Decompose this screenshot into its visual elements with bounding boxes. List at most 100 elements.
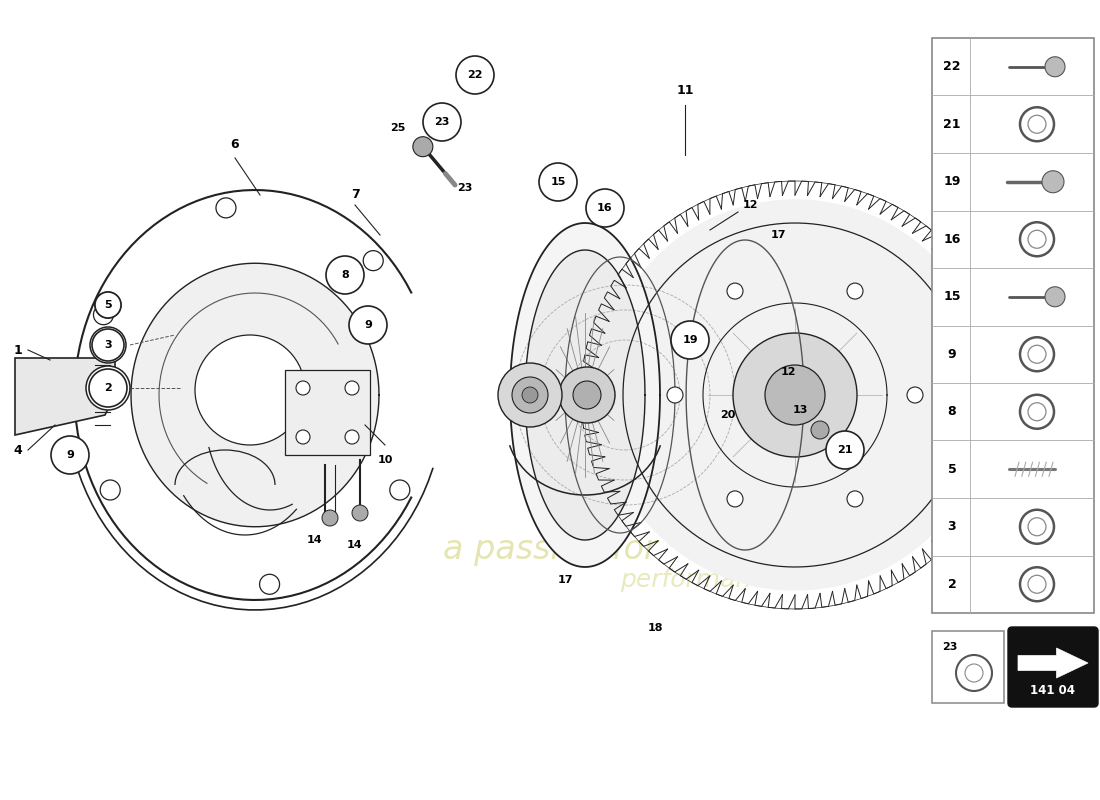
Polygon shape xyxy=(600,200,990,590)
Text: 23: 23 xyxy=(458,183,473,193)
Circle shape xyxy=(95,292,121,318)
Circle shape xyxy=(345,381,359,395)
Text: 25: 25 xyxy=(390,123,406,133)
Circle shape xyxy=(424,103,461,141)
Polygon shape xyxy=(525,250,645,540)
Circle shape xyxy=(296,430,310,444)
Text: 21: 21 xyxy=(837,445,852,455)
Text: 17: 17 xyxy=(558,575,573,585)
Text: 21: 21 xyxy=(944,118,960,130)
FancyBboxPatch shape xyxy=(1008,627,1098,707)
Circle shape xyxy=(667,387,683,403)
Text: a passion for: a passion for xyxy=(442,534,658,566)
Text: 8: 8 xyxy=(948,406,956,418)
Circle shape xyxy=(727,491,742,507)
Circle shape xyxy=(90,327,126,363)
Circle shape xyxy=(671,321,710,359)
Circle shape xyxy=(322,510,338,526)
Circle shape xyxy=(89,369,127,407)
Text: 23: 23 xyxy=(943,642,958,652)
Text: performance: performance xyxy=(619,568,780,592)
Bar xyxy=(932,38,1094,613)
Text: 22: 22 xyxy=(468,70,483,80)
Circle shape xyxy=(847,491,864,507)
Text: 9: 9 xyxy=(66,450,74,460)
Text: 3: 3 xyxy=(104,340,112,350)
Polygon shape xyxy=(1018,648,1088,678)
Text: 6: 6 xyxy=(231,138,240,151)
Polygon shape xyxy=(131,263,380,526)
Circle shape xyxy=(573,381,601,409)
Circle shape xyxy=(908,387,923,403)
Text: 16: 16 xyxy=(944,233,960,246)
Circle shape xyxy=(363,250,383,270)
Text: 14: 14 xyxy=(307,535,322,545)
Circle shape xyxy=(847,283,864,299)
Circle shape xyxy=(764,365,825,425)
Circle shape xyxy=(95,292,121,318)
Polygon shape xyxy=(510,223,660,567)
Text: 12: 12 xyxy=(780,367,795,377)
Circle shape xyxy=(352,505,368,521)
Circle shape xyxy=(86,366,130,410)
Circle shape xyxy=(559,367,615,423)
Text: 14: 14 xyxy=(348,540,363,550)
Circle shape xyxy=(349,306,387,344)
Text: 18: 18 xyxy=(647,623,662,633)
Circle shape xyxy=(1042,170,1064,193)
Text: 4: 4 xyxy=(13,443,22,457)
Text: 9: 9 xyxy=(948,348,956,361)
Circle shape xyxy=(1045,57,1065,77)
Text: 20: 20 xyxy=(720,410,736,420)
Text: 2: 2 xyxy=(104,383,112,393)
Circle shape xyxy=(727,283,742,299)
Text: 15: 15 xyxy=(944,290,960,303)
Polygon shape xyxy=(15,358,116,435)
Circle shape xyxy=(1045,286,1065,306)
Circle shape xyxy=(498,363,562,427)
Text: 7: 7 xyxy=(351,189,360,202)
Text: 17: 17 xyxy=(770,230,785,240)
Text: 9: 9 xyxy=(364,320,372,330)
Circle shape xyxy=(389,480,410,500)
Circle shape xyxy=(100,480,120,500)
Text: 8: 8 xyxy=(341,270,349,280)
Circle shape xyxy=(260,574,279,594)
Text: 22: 22 xyxy=(944,60,960,74)
Circle shape xyxy=(296,381,310,395)
Text: 19: 19 xyxy=(682,335,697,345)
Circle shape xyxy=(826,431,864,469)
Circle shape xyxy=(216,198,236,218)
Circle shape xyxy=(195,335,305,445)
Text: 19: 19 xyxy=(944,175,960,188)
Circle shape xyxy=(522,387,538,403)
Text: eu: eu xyxy=(214,334,345,426)
Text: 3: 3 xyxy=(948,520,956,534)
Circle shape xyxy=(586,189,624,227)
Text: 1: 1 xyxy=(13,343,22,357)
Polygon shape xyxy=(75,190,411,600)
Text: 11: 11 xyxy=(676,83,694,97)
Text: 15: 15 xyxy=(550,177,565,187)
Text: 13: 13 xyxy=(792,405,807,415)
Circle shape xyxy=(92,329,124,361)
Circle shape xyxy=(345,430,359,444)
Text: 2: 2 xyxy=(947,578,956,590)
Text: 141 04: 141 04 xyxy=(1031,685,1076,698)
Circle shape xyxy=(539,163,578,201)
Text: 16: 16 xyxy=(597,203,613,213)
Circle shape xyxy=(51,436,89,474)
Circle shape xyxy=(326,256,364,294)
Circle shape xyxy=(94,305,113,325)
Circle shape xyxy=(456,56,494,94)
Circle shape xyxy=(412,137,433,157)
Text: 5: 5 xyxy=(104,300,112,310)
Bar xyxy=(932,631,1004,703)
Text: 12: 12 xyxy=(742,200,758,210)
Text: 23: 23 xyxy=(434,117,450,127)
Bar xyxy=(285,370,370,455)
Circle shape xyxy=(733,333,857,457)
Text: 10: 10 xyxy=(377,455,393,465)
Circle shape xyxy=(811,421,829,439)
Text: 5: 5 xyxy=(947,462,956,476)
